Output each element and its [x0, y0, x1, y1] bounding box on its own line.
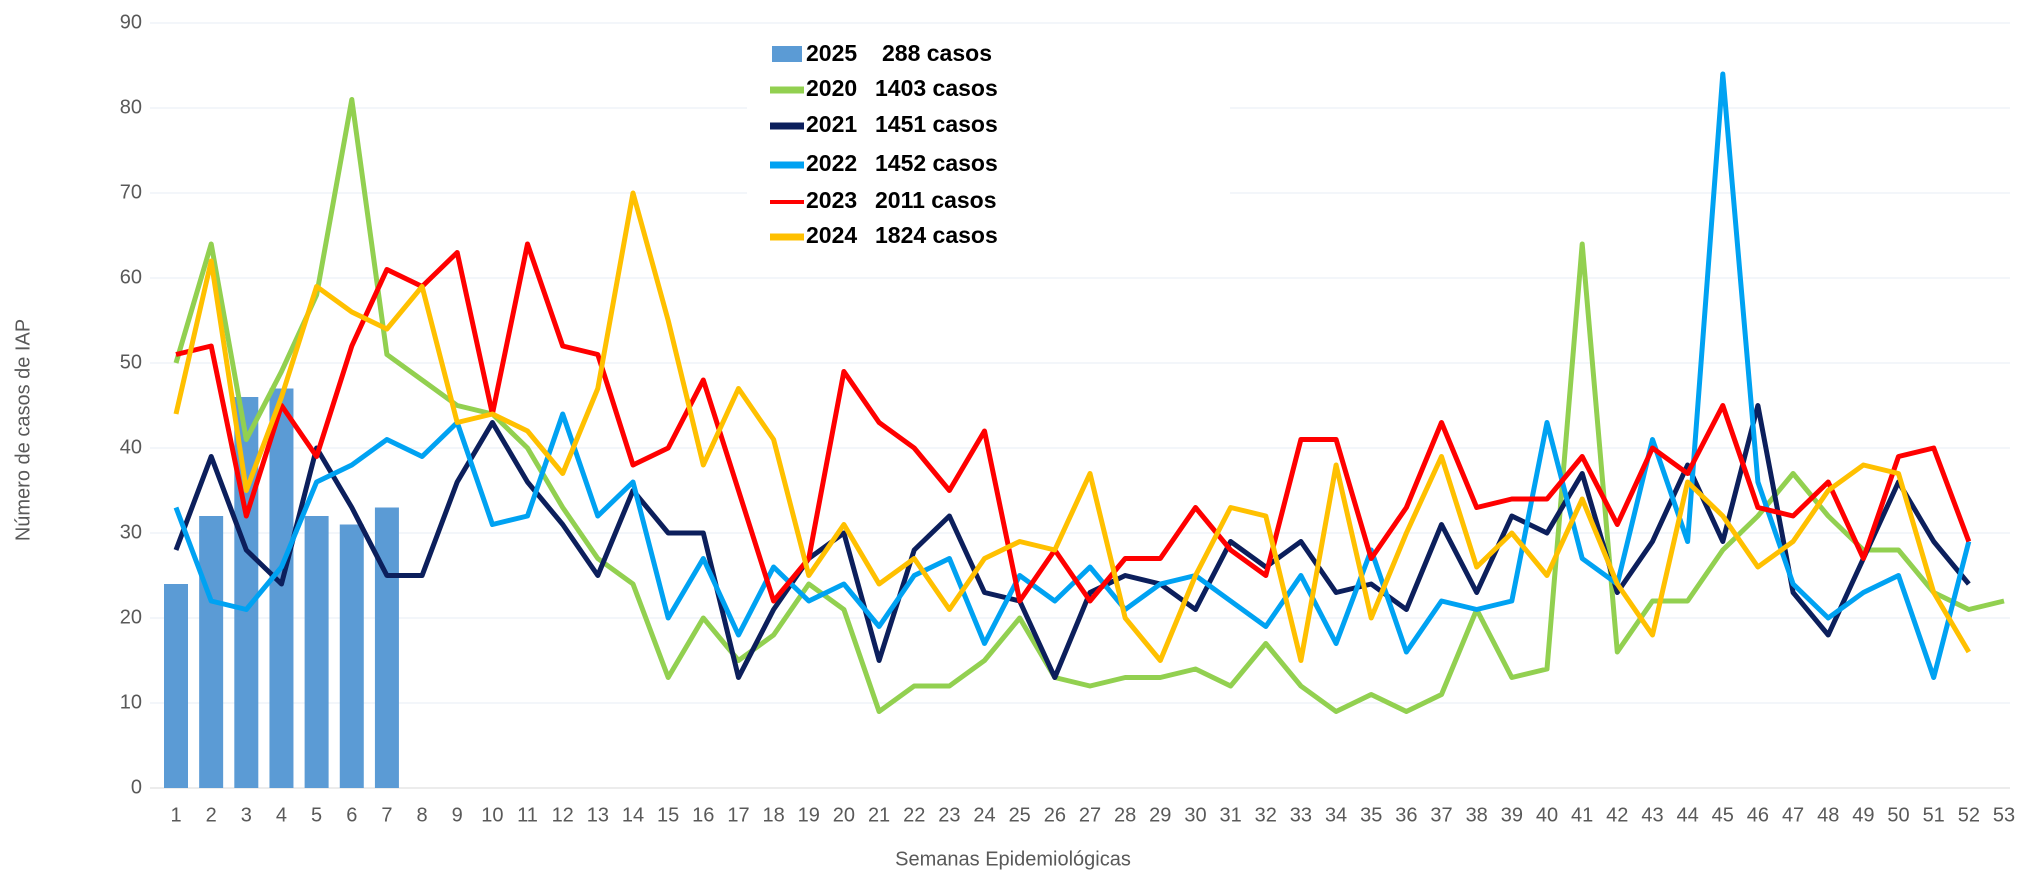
- x-tick-label: 52: [1958, 804, 1980, 826]
- x-tick-label: 20: [833, 804, 855, 826]
- y-tick-label: 40: [120, 436, 142, 458]
- y-tick-label: 30: [120, 521, 142, 543]
- legend-cases: 1824 casos: [875, 222, 998, 248]
- x-tick-label: 28: [1114, 804, 1136, 826]
- legend-name: 2021: [806, 111, 857, 137]
- x-tick-label: 1: [170, 804, 181, 826]
- x-tick-label: 7: [381, 804, 392, 826]
- x-tick-label: 41: [1571, 804, 1593, 826]
- x-tick-label: 14: [622, 804, 644, 826]
- y-tick-label: 10: [120, 691, 142, 713]
- bar: [164, 584, 188, 788]
- x-tick-label: 29: [1149, 804, 1171, 826]
- x-tick-label: 37: [1430, 804, 1452, 826]
- line-2024: [173, 190, 1971, 663]
- legend-box: [747, 39, 1230, 277]
- x-tick-label: 13: [587, 804, 609, 826]
- x-tick-label: 23: [938, 804, 960, 826]
- legend-cases: 1452 casos: [875, 150, 998, 176]
- x-tick-label: 51: [1923, 804, 1945, 826]
- legend-name: 2022: [806, 150, 857, 176]
- bar: [199, 516, 224, 788]
- x-tick-label: 3: [241, 804, 252, 826]
- bar: [234, 397, 259, 788]
- x-tick-label: 16: [692, 804, 714, 826]
- x-tick-label: 11: [517, 804, 538, 826]
- x-tick-label: 4: [276, 804, 287, 826]
- x-tick-label: 35: [1360, 804, 1382, 826]
- x-tick-label: 39: [1501, 804, 1523, 826]
- x-tick-label: 5: [311, 804, 322, 826]
- legend-name: 2023: [806, 187, 857, 213]
- line-2020: [173, 97, 2005, 714]
- x-tick-label: 12: [552, 804, 574, 826]
- x-tick-label: 50: [1887, 804, 1909, 826]
- legend-marker: [772, 46, 802, 62]
- legend-cases: 2011 casos: [875, 187, 997, 213]
- y-tick-label: 60: [120, 266, 142, 288]
- x-tick-label: 27: [1079, 804, 1101, 826]
- x-tick-label: 44: [1676, 804, 1698, 826]
- x-tick-label: 24: [973, 804, 995, 826]
- x-axis-label: Semanas Epidemiológicas: [895, 848, 1131, 870]
- bar: [269, 388, 294, 788]
- x-tick-label: 25: [1009, 804, 1031, 826]
- x-tick-label: 47: [1782, 804, 1804, 826]
- x-tick-label: 10: [481, 804, 503, 826]
- x-tick-label: 26: [1044, 804, 1066, 826]
- x-tick-label: 45: [1712, 804, 1734, 826]
- x-tick-label: 36: [1395, 804, 1417, 826]
- y-tick-label: 20: [120, 606, 142, 628]
- x-tick-label: 38: [1466, 804, 1488, 826]
- x-tick-label: 33: [1290, 804, 1312, 826]
- x-tick-label: 40: [1536, 804, 1558, 826]
- legend-cases: 288 casos: [882, 40, 992, 66]
- x-tick-label: 15: [657, 804, 679, 826]
- x-tick-label: 31: [1219, 804, 1241, 826]
- x-tick-label: 42: [1606, 804, 1628, 826]
- x-tick-label: 2: [206, 804, 217, 826]
- x-tick-label: 17: [727, 804, 749, 826]
- x-tick-label: 32: [1255, 804, 1277, 826]
- x-tick-label: 30: [1184, 804, 1206, 826]
- legend-name: 2024: [806, 222, 857, 248]
- y-axis-label: Número de casos de IAP: [12, 319, 34, 541]
- bar: [304, 516, 329, 788]
- x-tick-label: 46: [1747, 804, 1769, 826]
- bar: [339, 524, 364, 788]
- line-2021: [173, 403, 1971, 680]
- y-tick-label: 70: [120, 181, 142, 203]
- legend-name: 2020: [806, 75, 857, 101]
- x-tick-label: 43: [1641, 804, 1663, 826]
- x-tick-label: 22: [903, 804, 925, 826]
- x-tick-label: 53: [1993, 804, 2015, 826]
- x-tick-label: 9: [452, 804, 463, 826]
- x-tick-label: 49: [1852, 804, 1874, 826]
- x-tick-label: 48: [1817, 804, 1839, 826]
- line-2023: [175, 241, 1972, 604]
- legend-name: 2025: [806, 40, 857, 66]
- legend-cases: 1403 casos: [875, 75, 998, 101]
- x-tick-label: 34: [1325, 804, 1347, 826]
- x-tick-label: 19: [798, 804, 820, 826]
- x-tick-label: 21: [868, 804, 890, 826]
- y-tick-label: 80: [120, 96, 142, 118]
- bar: [374, 507, 399, 788]
- legend-cases: 1451 casos: [875, 111, 998, 137]
- x-tick-label: 8: [417, 804, 428, 826]
- x-tick-label: 6: [346, 804, 357, 826]
- line-2022: [173, 71, 1972, 680]
- y-tick-label: 0: [131, 776, 142, 798]
- y-tick-label: 50: [120, 351, 142, 373]
- x-tick-label: 18: [762, 804, 784, 826]
- y-tick-label: 90: [120, 11, 142, 33]
